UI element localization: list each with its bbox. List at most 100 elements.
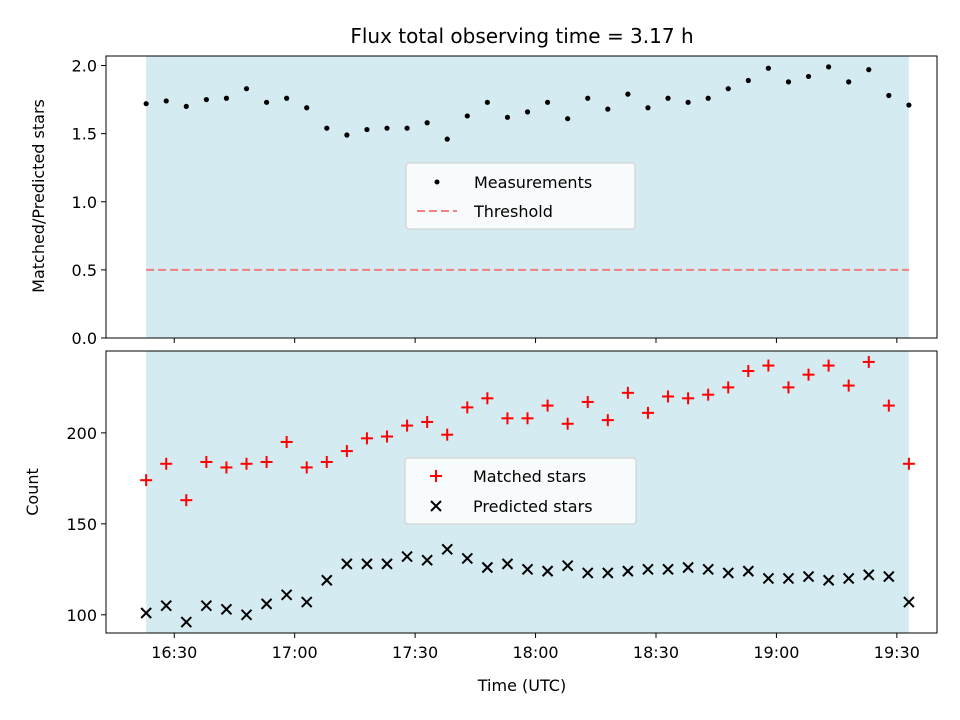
- measurement-point: [183, 103, 189, 110]
- predicted-star-point: [622, 565, 634, 577]
- top-ytick-label: 0.0: [72, 329, 97, 348]
- measurement-point: [685, 99, 691, 105]
- predicted-star-point: [883, 570, 895, 583]
- measurement-point: [324, 125, 330, 131]
- matched-star-point: [521, 412, 534, 425]
- matched-star-points: [140, 355, 915, 507]
- bottom-axes-frame: [105, 350, 938, 634]
- legend-matched-marker: [430, 470, 442, 482]
- top-ytick-label: 2.0: [72, 57, 97, 76]
- predicted-star-point: [200, 600, 213, 612]
- matched-star-point: [662, 390, 675, 403]
- xtick-label: 18:30: [633, 643, 679, 662]
- xtick-label: 19:00: [753, 643, 799, 662]
- predicted-star-point: [321, 574, 333, 586]
- bottom-legend: Matched stars Predicted stars: [404, 457, 637, 525]
- legend-threshold-label: Threshold: [473, 202, 553, 221]
- matched-star-point: [381, 430, 394, 443]
- measurement-point: [625, 91, 631, 97]
- matched-star-point: [220, 461, 233, 474]
- matched-star-point: [601, 414, 614, 427]
- matched-star-point: [260, 455, 273, 468]
- matched-star-point: [140, 474, 153, 487]
- matched-star-point: [621, 386, 634, 399]
- predicted-star-point: [301, 596, 313, 608]
- matched-star-point: [541, 399, 554, 412]
- top-legend-box: [405, 162, 636, 230]
- matched-star-point: [842, 379, 855, 392]
- matched-star-point: [200, 455, 213, 468]
- measurement-point: [645, 105, 651, 111]
- bottom-ytick-label: 100: [66, 606, 97, 625]
- xtick-label: 17:00: [272, 643, 318, 662]
- legend-matched-label: Matched stars: [473, 467, 586, 486]
- predicted-star-point: [421, 554, 433, 566]
- predicted-star-point: [140, 607, 152, 619]
- measurement-point: [565, 116, 571, 122]
- measurement-point: [605, 106, 611, 112]
- legend-measurements-label: Measurements: [474, 173, 592, 192]
- measurement-point: [785, 79, 792, 85]
- matched-star-point: [240, 457, 253, 470]
- predicted-star-point: [662, 563, 674, 576]
- top-ytick-label: 1.5: [72, 125, 97, 144]
- predicted-star-point: [160, 600, 172, 612]
- predicted-star-point: [441, 543, 453, 556]
- measurement-point: [263, 99, 270, 105]
- matched-star-point: [401, 419, 414, 432]
- predicted-star-point: [822, 574, 835, 586]
- measurement-point: [203, 96, 209, 103]
- predicted-star-point: [401, 550, 413, 563]
- measurement-point: [906, 102, 912, 108]
- measurement-point: [524, 109, 531, 115]
- top-ytick-label: 1.0: [72, 193, 97, 212]
- measurement-point: [464, 113, 470, 119]
- matched-star-point: [421, 415, 434, 428]
- matched-star-point: [882, 399, 895, 412]
- matched-star-point: [782, 381, 795, 394]
- top-legend: Measurements Threshold: [405, 162, 636, 230]
- measurement-point: [665, 95, 671, 101]
- measurement-point: [384, 125, 390, 131]
- predicted-star-point: [561, 559, 574, 572]
- predicted-star-point: [863, 569, 875, 581]
- predicted-star-point: [602, 567, 614, 579]
- measurement-point: [484, 99, 490, 105]
- predicted-star-point: [180, 616, 192, 628]
- predicted-star-point: [280, 589, 293, 601]
- xtick-label: 17:30: [392, 643, 438, 662]
- matched-star-point: [722, 381, 735, 394]
- predicted-star-points: [140, 543, 915, 628]
- predicted-star-point: [582, 567, 594, 579]
- matched-star-point: [461, 401, 474, 414]
- x-axis-label: Time (UTC): [477, 676, 566, 695]
- measurement-point: [364, 126, 370, 133]
- measurement-point: [745, 77, 751, 84]
- xtick-label: 18:00: [512, 643, 558, 662]
- measurement-point: [705, 95, 711, 101]
- top-y-axis-label: Matched/Predicted stars: [29, 99, 48, 293]
- matched-star-point: [702, 388, 715, 401]
- predicted-star-point: [461, 552, 474, 565]
- measurement-point: [424, 120, 430, 126]
- matched-star-point: [561, 417, 574, 430]
- xtick-label: 16:30: [151, 643, 197, 662]
- predicted-star-point: [501, 558, 514, 570]
- matched-star-point: [180, 494, 193, 507]
- matched-star-point: [802, 368, 815, 381]
- matched-star-point: [682, 392, 695, 405]
- measurement-point: [866, 67, 872, 73]
- bottom-panel: 100 150 200 16:30 17:00 17:30 18:00 18:30 19:00…: [23, 350, 938, 695]
- matched-star-point: [441, 428, 454, 441]
- matched-star-point: [822, 359, 835, 372]
- measurement-point: [284, 95, 290, 101]
- matched-star-point: [280, 435, 293, 448]
- predicted-star-point: [782, 572, 795, 585]
- legend-predicted-marker: [430, 500, 442, 512]
- predicted-star-point: [802, 570, 815, 583]
- measurement-point: [504, 114, 511, 120]
- measurement-points: [143, 64, 912, 142]
- predicted-star-point: [260, 598, 273, 610]
- predicted-star-point: [240, 609, 253, 621]
